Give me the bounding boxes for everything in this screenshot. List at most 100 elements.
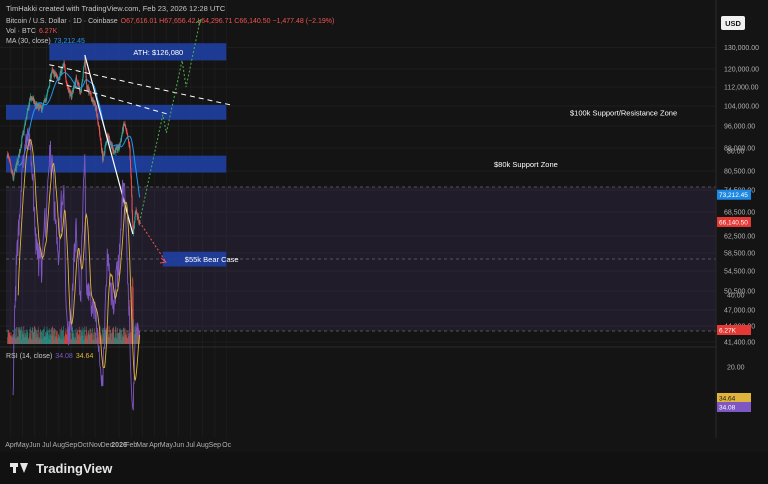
- candles: [7, 55, 141, 237]
- candle-body: [112, 147, 114, 151]
- candle-body: [32, 98, 34, 100]
- rsi-label: RSI (14, close): [6, 353, 52, 360]
- volume-bar: [93, 331, 95, 344]
- price-tick-label: 54,500.00: [724, 269, 755, 276]
- volume-bar: [139, 336, 141, 344]
- candle-body: [117, 149, 119, 151]
- zone-label: $80k Support Zone: [494, 160, 558, 169]
- candle-body: [39, 106, 41, 107]
- volume-bar: [73, 332, 75, 344]
- candle-body: [55, 74, 57, 76]
- candle-body: [21, 138, 23, 145]
- rsi-value: 34.08: [55, 353, 73, 360]
- candle-body: [60, 71, 62, 74]
- candle-body: [118, 148, 120, 150]
- candle-body: [135, 209, 137, 214]
- candle-body: [53, 73, 55, 77]
- candle-body: [130, 168, 132, 176]
- time-tick-label: Sep: [65, 442, 78, 449]
- time-tick-label: Apr: [149, 442, 161, 449]
- candle-body: [28, 104, 30, 111]
- candle-body: [47, 88, 49, 90]
- time-tick-label: Mar: [136, 442, 149, 449]
- candle-body: [39, 104, 41, 107]
- candle-body: [104, 153, 105, 155]
- candle-body: [29, 98, 31, 106]
- price-tick-label: 130,000.00: [724, 45, 759, 52]
- candle-body: [20, 149, 22, 151]
- candle-body: [113, 152, 115, 154]
- time-tick-label: Nov: [89, 442, 102, 449]
- candle-body: [49, 79, 51, 86]
- time-tick-label: Feb: [125, 442, 137, 449]
- price-tick-label: 58,500.00: [724, 251, 755, 258]
- candle-body: [117, 146, 119, 151]
- volume-bar: [126, 330, 128, 344]
- candle-body: [71, 95, 73, 98]
- candle-body: [102, 155, 104, 161]
- volume-bar: [133, 319, 135, 344]
- candle-body: [59, 73, 61, 75]
- candle-body: [26, 111, 28, 115]
- volume-bar: [63, 326, 64, 344]
- candle-body: [128, 138, 130, 142]
- candle-body: [34, 101, 36, 104]
- candle-body: [65, 76, 67, 81]
- chart-area: ATH: $126,080 $100k Support/Resistance Zo…: [0, 0, 760, 449]
- candle-body: [17, 157, 19, 163]
- volume-bar: [79, 330, 81, 344]
- candle-body: [44, 97, 46, 102]
- zone-label: $55k Bear Case: [185, 255, 239, 264]
- candle-body: [131, 211, 133, 222]
- candle-body: [124, 123, 126, 127]
- candle-body: [109, 138, 111, 142]
- ma-price-label: 73,212.45: [719, 192, 748, 199]
- volume-bar: [30, 330, 32, 344]
- candle-body: [101, 147, 103, 153]
- volume-bar: [27, 331, 29, 344]
- candle-body: [119, 142, 121, 146]
- candle-body: [45, 100, 47, 102]
- candle-body: [67, 87, 69, 89]
- tradingview-logo[interactable]: TradingView: [10, 460, 112, 476]
- candle-body: [97, 115, 99, 123]
- candle-body: [99, 130, 101, 136]
- candle-body: [107, 134, 109, 138]
- candle-body: [45, 100, 47, 102]
- candle-body: [46, 93, 48, 97]
- candle-body: [59, 77, 61, 79]
- volume-bar: [101, 328, 103, 344]
- candle-body: [83, 67, 85, 72]
- bull-projection: [139, 21, 201, 223]
- candle-body: [29, 96, 31, 101]
- rsi-background: [6, 186, 716, 332]
- volume-bar: [120, 331, 122, 344]
- candle-body: [97, 122, 99, 124]
- candle-body: [10, 166, 12, 171]
- tradingview-logo-icon: [10, 460, 30, 476]
- candle-body: [128, 141, 130, 146]
- volume-bar: [59, 329, 61, 344]
- candle-body: [66, 83, 68, 86]
- volume-bar: [83, 331, 85, 344]
- volume-bar: [42, 328, 44, 344]
- candle-body: [100, 138, 102, 144]
- volume-bar: [95, 332, 97, 344]
- candle-body: [73, 85, 75, 89]
- candle-body: [31, 97, 33, 100]
- candle-body: [46, 96, 48, 101]
- candle-body: [99, 135, 101, 139]
- candle-body: [33, 97, 35, 103]
- candle-body: [89, 92, 91, 94]
- candle-body: [41, 109, 43, 112]
- time-tick-label: Dec: [101, 442, 114, 449]
- candle-body: [40, 104, 42, 107]
- candle-body: [20, 144, 22, 146]
- zone-rect: [49, 43, 227, 61]
- currency-button[interactable]: USD: [721, 16, 745, 30]
- candle-body: [105, 141, 107, 143]
- bull-arrowhead: [195, 18, 202, 26]
- candle-body: [68, 89, 70, 93]
- candle-body: [42, 106, 44, 107]
- candle-body: [89, 89, 91, 94]
